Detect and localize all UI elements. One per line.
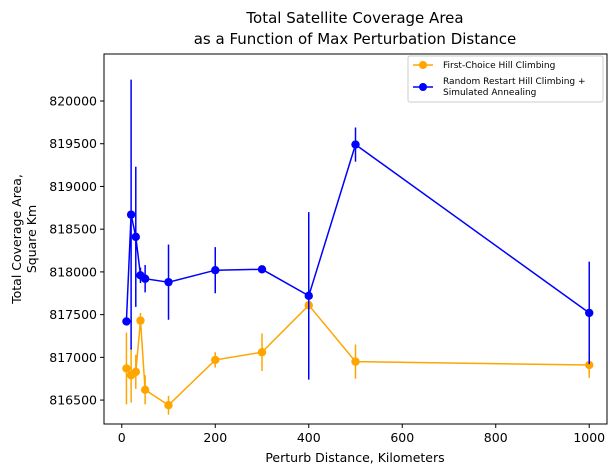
legend-box (407, 55, 604, 103)
data-point (585, 360, 594, 370)
x-axis-label: Perturb Distance, Kilometers (265, 450, 444, 465)
data-point (131, 367, 140, 377)
x-axis: 0 200 400 600 800 1000 (118, 424, 605, 445)
data-point (136, 316, 145, 325)
data-point (126, 210, 136, 219)
y-axis-label-line-1: Total Coverage Area, (9, 174, 24, 305)
y-tick-label: 816500 (49, 393, 97, 408)
x-tick-label: 200 (203, 430, 227, 445)
data-point (351, 140, 360, 149)
data-point (122, 317, 131, 326)
data-point (257, 265, 267, 274)
series-0 (122, 300, 594, 415)
data-point (131, 232, 140, 242)
x-tick-label: 400 (297, 430, 321, 445)
y-axis: 816500 817000 817500 818000 818500 819000 8195… (49, 93, 104, 408)
x-tick-label: 1000 (573, 430, 605, 445)
y-tick-label: 820000 (49, 93, 97, 108)
data-point (164, 277, 173, 287)
legend-label-random-restart-line-2: Simulated Annealing (443, 88, 536, 98)
legend: First-Choice Hill Climbing Random Restar… (407, 55, 604, 103)
y-axis-label-group: Total Coverage Area, Square Km (9, 174, 39, 305)
data-point (257, 348, 267, 357)
data-point (304, 291, 313, 301)
y-tick-label: 818000 (49, 264, 97, 279)
plot-frame (103, 53, 608, 425)
series-1 (122, 79, 594, 380)
y-tick-label: 819500 (49, 136, 97, 151)
chart-title-line-2: as a Function of Max Perturbation Distan… (194, 30, 517, 48)
x-tick-label: 600 (390, 430, 414, 445)
chart-title-line-1: Total Satellite Coverage Area (245, 9, 463, 27)
y-axis-label-line-2: Square Km (24, 205, 39, 273)
data-point (211, 355, 220, 365)
data-point (351, 357, 360, 366)
x-tick-label: 0 (118, 430, 126, 445)
data-point (122, 364, 131, 373)
legend-label-first-choice: First-Choice Hill Climbing (443, 61, 555, 71)
legend-marker-random-restart (419, 83, 427, 91)
plot-area (122, 79, 594, 415)
series-line (125, 143, 590, 322)
legend-marker-first-choice (419, 61, 427, 69)
y-tick-label: 817500 (49, 307, 97, 322)
data-point (140, 385, 150, 395)
x-tick-label: 800 (484, 430, 508, 445)
y-tick-label: 818500 (49, 222, 97, 237)
series-line (125, 304, 590, 407)
data-point (211, 265, 220, 275)
y-tick-label: 817000 (49, 350, 97, 365)
data-point (140, 274, 150, 283)
legend-label-random-restart-line-1: Random Restart Hill Climbing + (443, 77, 586, 87)
data-point (164, 401, 173, 410)
data-point (585, 308, 594, 318)
y-tick-label: 819000 (49, 179, 97, 194)
